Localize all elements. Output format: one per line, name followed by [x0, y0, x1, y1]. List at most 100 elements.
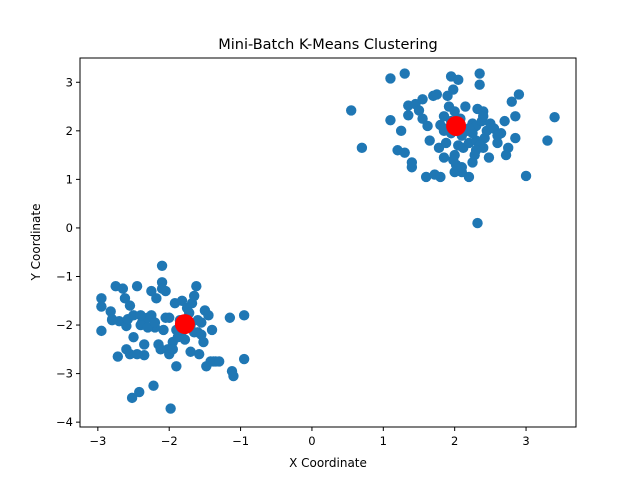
data-point [192, 314, 203, 326]
x-axis-label: X Coordinate [289, 456, 367, 470]
data-point [228, 370, 239, 382]
data-point [105, 306, 116, 317]
data-point [167, 344, 178, 355]
data-point [470, 145, 482, 156]
x-tick-label: −1 [232, 434, 249, 448]
data-point [196, 329, 207, 340]
data-point [406, 157, 418, 168]
data-point [413, 105, 425, 116]
data-point [424, 135, 435, 146]
data-point [121, 344, 132, 355]
data-point [385, 73, 396, 84]
data-point [96, 293, 107, 304]
data-point [119, 293, 131, 304]
data-point [148, 380, 159, 391]
data-point [134, 386, 145, 398]
data-point [510, 132, 521, 144]
y-tick-label: 3 [66, 75, 73, 89]
data-point [520, 170, 532, 182]
data-point [422, 120, 433, 132]
data-point [179, 334, 191, 345]
y-tick-label: 0 [66, 221, 73, 235]
data-point [448, 154, 459, 166]
centroid-point [446, 115, 467, 136]
x-tick-label: 1 [380, 434, 387, 448]
data-point [124, 300, 136, 311]
y-axis-ticks: −4 −3 −2 −1 0 1 2 3 [56, 75, 80, 429]
data-point [171, 361, 182, 372]
y-tick-label: −3 [56, 367, 73, 381]
data-point [456, 162, 468, 173]
data-point [463, 123, 475, 134]
data-point [135, 310, 146, 321]
data-point [478, 111, 489, 122]
data-point [403, 110, 414, 121]
data-point [117, 283, 129, 294]
data-point [395, 125, 407, 137]
data-point [151, 293, 162, 304]
data-point [96, 325, 107, 337]
data-point [146, 285, 157, 297]
data-point [131, 348, 143, 360]
data-point [399, 147, 410, 158]
y-tick-label: −4 [56, 415, 73, 429]
data-point [474, 68, 485, 79]
data-point [193, 348, 205, 360]
centroid-points [174, 115, 467, 335]
data-point [191, 280, 202, 292]
data-point [463, 171, 475, 183]
data-point [449, 106, 460, 117]
y-tick-label: −2 [56, 318, 73, 332]
y-tick-label: −1 [56, 269, 73, 283]
data-point [96, 301, 107, 312]
data-point [453, 74, 464, 86]
x-tick-label: −2 [161, 434, 178, 448]
data-point [472, 217, 483, 229]
data-point [185, 346, 196, 357]
data-point [238, 353, 250, 365]
x-tick-label: −3 [89, 434, 106, 448]
data-point [438, 152, 450, 163]
data-point [492, 137, 503, 149]
data-point [492, 130, 503, 141]
data-point [499, 115, 510, 127]
data-point [160, 312, 171, 323]
data-point [417, 113, 428, 124]
data-point [420, 171, 432, 183]
data-point [131, 280, 143, 292]
data-point [431, 89, 443, 100]
centroid-point [174, 314, 195, 335]
data-points [96, 68, 560, 414]
data-point [206, 324, 218, 336]
data-point [203, 310, 214, 321]
data-point [158, 324, 169, 336]
data-point [139, 339, 150, 350]
data-point [506, 96, 517, 107]
data-point [112, 351, 124, 362]
data-point [542, 135, 553, 146]
data-point [549, 112, 560, 123]
x-tick-label: 2 [451, 434, 458, 448]
data-point [155, 344, 166, 355]
data-point [224, 312, 236, 323]
data-point [176, 295, 188, 306]
data-point [345, 105, 357, 116]
data-point [435, 171, 446, 183]
data-point [440, 137, 452, 149]
data-point [156, 283, 168, 294]
data-point [238, 310, 250, 321]
data-point [460, 101, 471, 112]
data-point [128, 310, 139, 321]
data-point [149, 317, 161, 328]
data-point [213, 356, 225, 367]
x-axis-ticks: −3 −2 −1 0 1 2 3 [89, 427, 530, 448]
data-point [474, 79, 485, 90]
y-axis-label: Y Coordinate [29, 204, 43, 282]
plot-area-frame [79, 57, 577, 428]
chart-title: Mini-Batch K-Means Clustering [218, 37, 438, 53]
data-point [126, 392, 138, 404]
data-point [399, 68, 410, 79]
x-tick-label: 0 [308, 434, 315, 448]
data-point [503, 142, 514, 154]
data-point [385, 114, 396, 126]
